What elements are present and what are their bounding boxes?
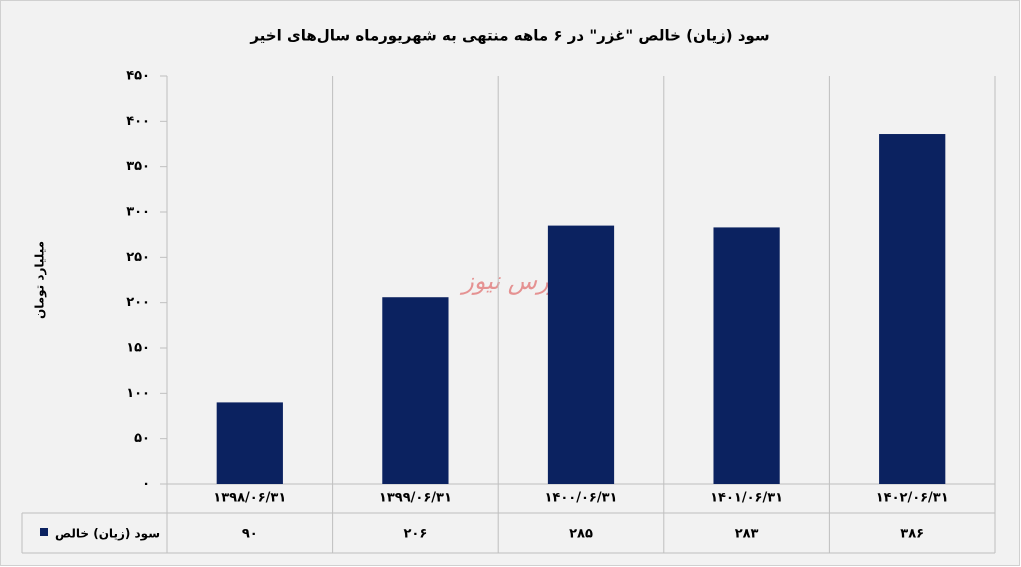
y-tick-label: ۴۰۰ [126, 114, 150, 129]
legend-label: سود (زیان) خالص [55, 527, 160, 542]
x-tick-label: ۱۳۹۸/۰۶/۳۱ [213, 491, 286, 506]
value-label: ۳۸۶ [900, 527, 924, 542]
y-tick-label: ۱۰۰ [126, 386, 150, 401]
bar [879, 134, 946, 484]
value-label: ۹۰ [242, 527, 258, 542]
bar [216, 402, 283, 484]
y-tick-label: ۰ [142, 477, 150, 492]
x-tick-label: ۱۴۰۱/۰۶/۳۱ [710, 491, 783, 506]
y-tick-label: ۳۵۰ [126, 159, 150, 174]
y-tick-label: ۳۰۰ [126, 205, 150, 220]
legend-marker [40, 528, 48, 536]
y-tick-label: ۵۰ [134, 431, 150, 446]
y-tick-label: ۲۵۰ [126, 250, 150, 265]
bar [547, 225, 615, 484]
x-tick-label: ۱۳۹۹/۰۶/۳۱ [379, 491, 452, 506]
value-label: ۲۰۶ [403, 527, 427, 542]
y-axis-label: میلیارد تومان [33, 241, 48, 319]
y-tick-label: ۱۵۰ [126, 341, 150, 356]
x-tick-label: ۱۴۰۰/۰۶/۳۱ [545, 491, 618, 506]
bar [382, 297, 449, 484]
bar [713, 227, 780, 484]
x-tick-label: ۱۴۰۲/۰۶/۳۱ [876, 491, 949, 506]
y-tick-label: ۴۵۰ [126, 69, 150, 84]
chart-title: سود (زیان) خالص "غزر" در ۶ ماهه منتهی به… [249, 27, 769, 45]
value-label: ۲۸۳ [735, 527, 759, 542]
y-tick-label: ۲۰۰ [126, 295, 150, 310]
value-label: ۲۸۵ [569, 527, 593, 542]
